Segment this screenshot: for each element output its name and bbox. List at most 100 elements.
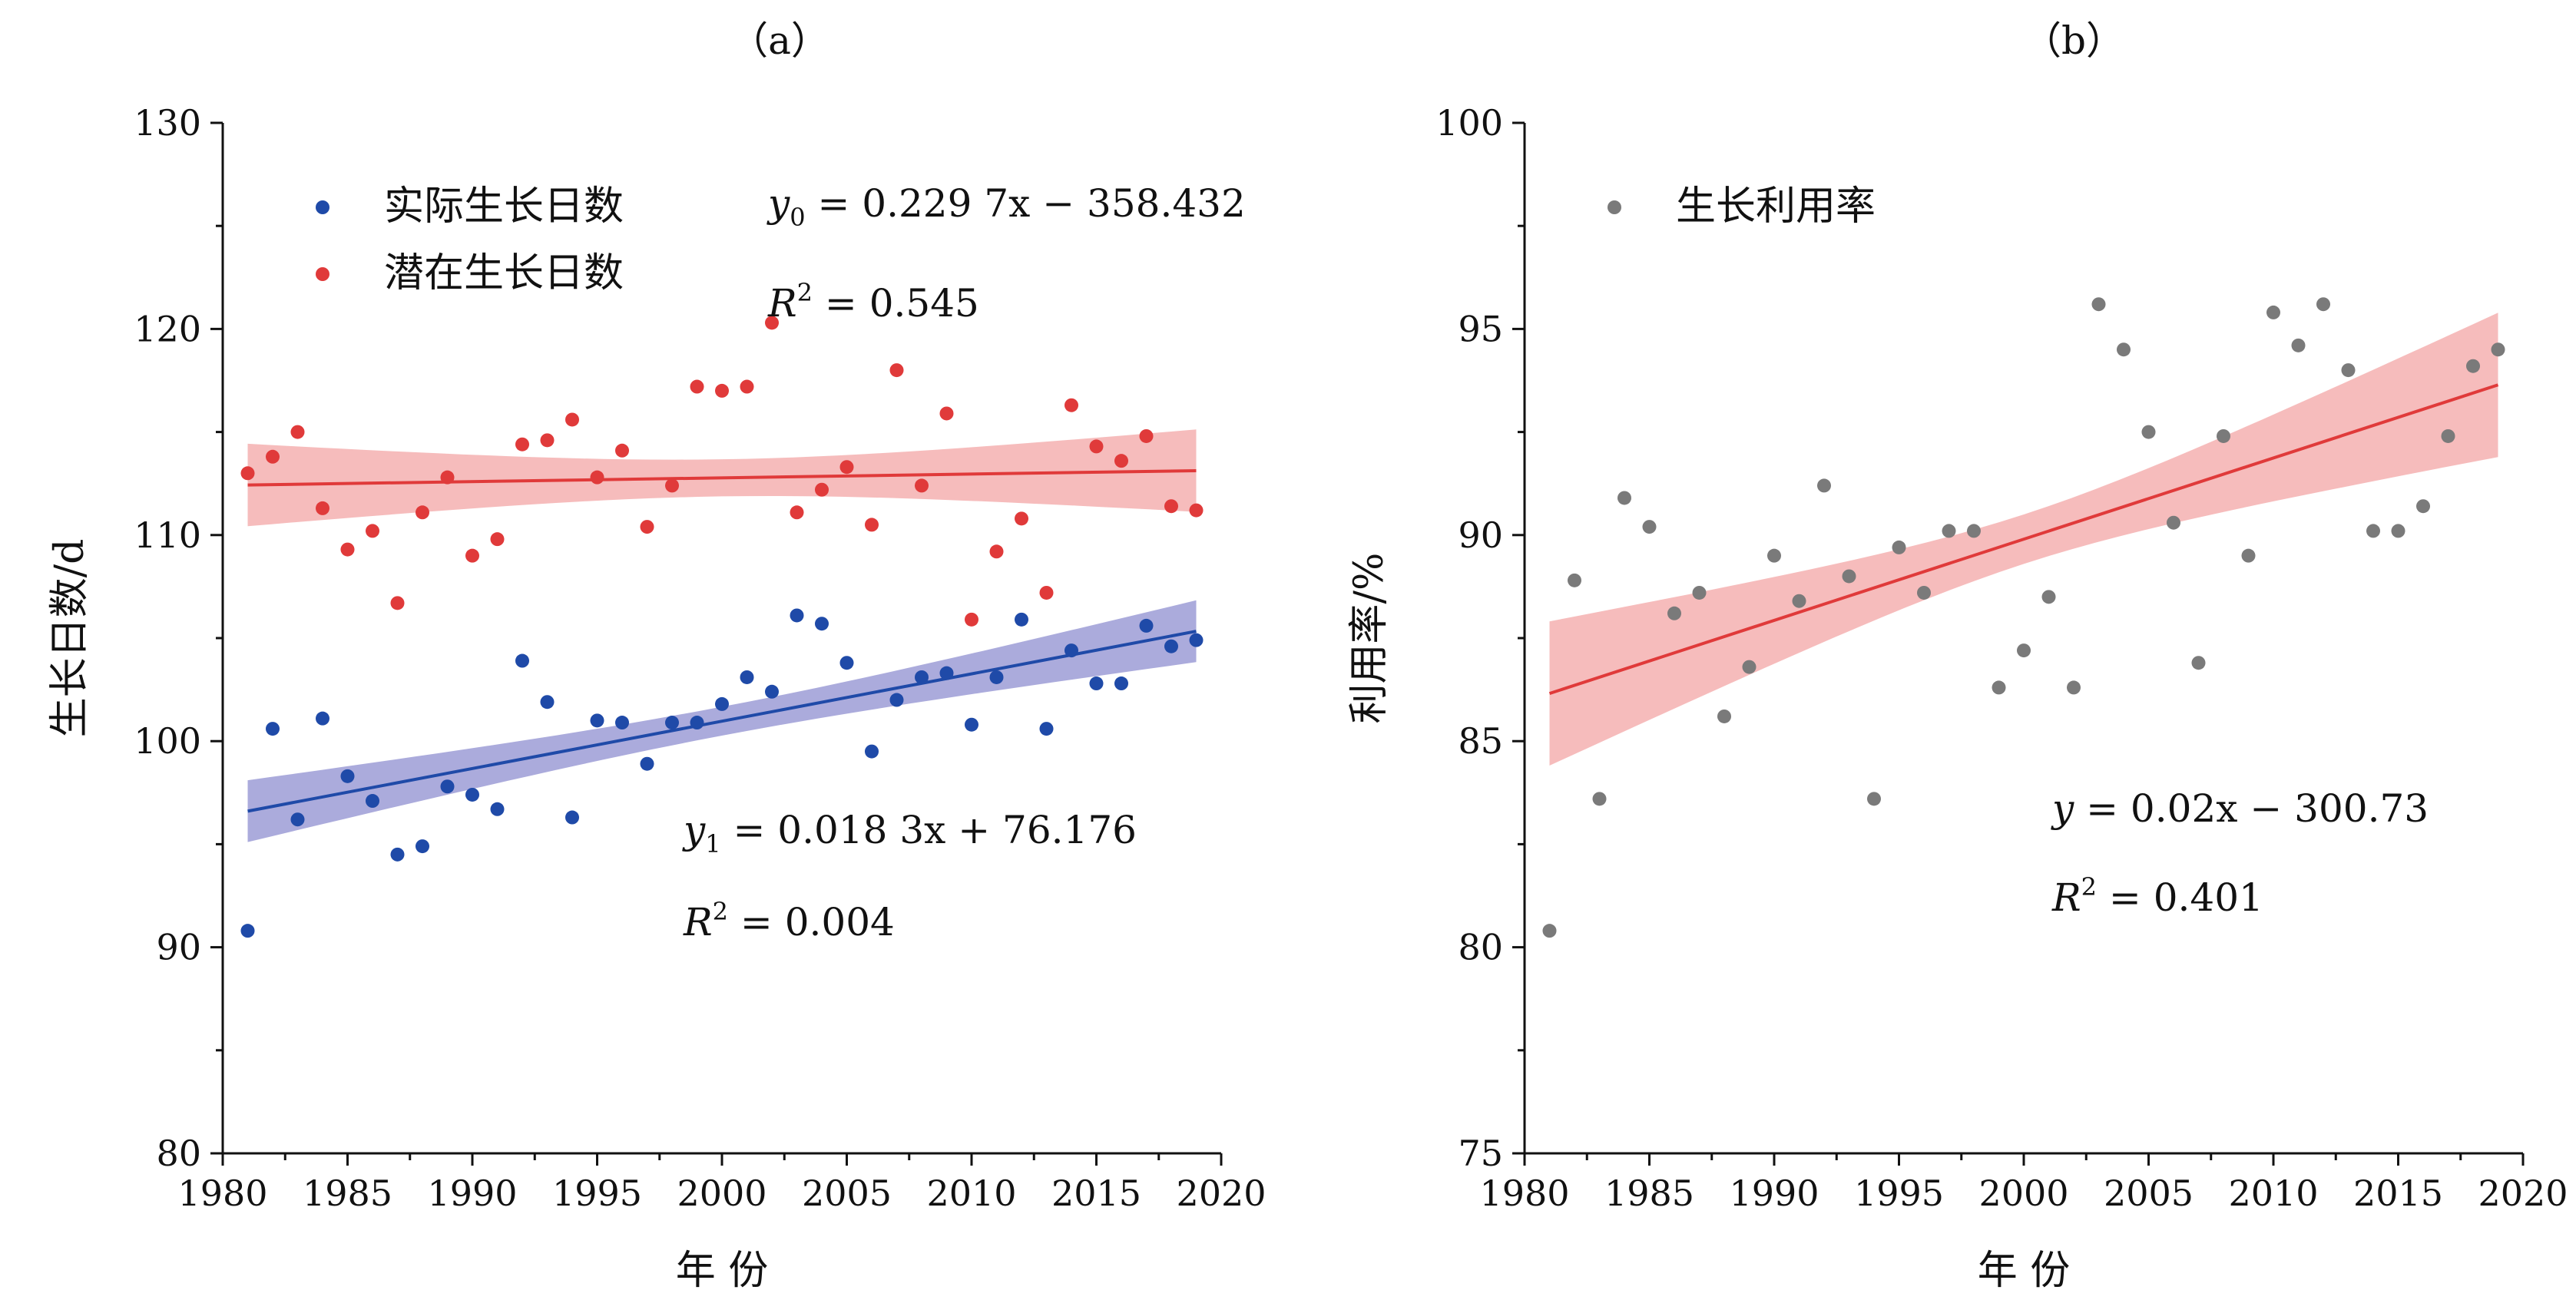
x-tick-label-5: 2005 bbox=[2104, 1173, 2194, 1214]
data-point-1-5 bbox=[366, 524, 379, 538]
r-squared-0: R2 = 0.545 bbox=[767, 278, 979, 326]
legend-label-0: 实际生长日数 bbox=[384, 184, 624, 230]
data-point-0-12 bbox=[540, 695, 555, 710]
x-tick-label-4: 2000 bbox=[677, 1173, 767, 1214]
data-point-0-1 bbox=[266, 722, 280, 736]
data-point-0-27 bbox=[915, 670, 929, 684]
data-point-0-5 bbox=[366, 794, 379, 809]
data-point-0-16 bbox=[1942, 524, 1956, 538]
data-point-0-33 bbox=[1065, 643, 1078, 658]
y-tick-label-0: 80 bbox=[156, 1133, 201, 1174]
data-point-0-18 bbox=[1992, 680, 2006, 695]
panel-a: （a） 1980 1985 1990 1995 2000 2005 2010 2015 2020 8… bbox=[47, 18, 1266, 1294]
r-squared-0: R2 = 0.401 bbox=[2051, 872, 2263, 920]
panel-label: （b） bbox=[2023, 18, 2124, 63]
x-tick-label-8: 2020 bbox=[1176, 1173, 1266, 1214]
r-squared-symbol: R bbox=[2051, 875, 2081, 920]
data-point-0-35 bbox=[2416, 499, 2430, 514]
data-point-0-6 bbox=[390, 847, 405, 862]
data-point-0-2 bbox=[290, 812, 305, 827]
data-point-0-4 bbox=[340, 769, 355, 783]
data-point-1-4 bbox=[340, 542, 355, 557]
data-point-0-28 bbox=[939, 666, 954, 680]
data-point-1-27 bbox=[915, 478, 929, 493]
fit-line-1 bbox=[247, 468, 1197, 487]
data-point-0-14 bbox=[590, 713, 604, 728]
data-point-0-24 bbox=[839, 656, 854, 670]
x-tick-label-0: 1980 bbox=[1479, 1173, 1569, 1214]
y-tick-label-4: 120 bbox=[134, 308, 201, 349]
data-point-0-30 bbox=[2291, 338, 2306, 352]
data-point-1-24 bbox=[839, 460, 854, 475]
data-point-0-13 bbox=[1867, 792, 1881, 806]
data-point-0-24 bbox=[2141, 425, 2156, 439]
data-point-1-14 bbox=[590, 470, 604, 485]
x-tick-label-0: 1980 bbox=[177, 1173, 267, 1214]
y-axis-label: 生长日数/d bbox=[47, 539, 93, 738]
legend-marker-0 bbox=[1608, 200, 1621, 214]
x-tick-label-4: 2000 bbox=[1978, 1173, 2068, 1214]
panel-label: （a） bbox=[730, 18, 829, 63]
r-squared-superscript: 2 bbox=[2081, 872, 2097, 901]
r-squared-value: = 0.401 bbox=[2097, 875, 2263, 920]
data-point-0-12 bbox=[1842, 569, 1856, 584]
x-axis-label: 年 份 bbox=[1978, 1248, 2071, 1294]
regression-equation-0: y0 = 0.229 7x − 358.432 bbox=[767, 181, 1246, 232]
data-point-0-29 bbox=[965, 717, 978, 732]
x-tick-label-3: 1995 bbox=[1854, 1173, 1944, 1214]
data-point-0-25 bbox=[2167, 515, 2180, 530]
data-point-0-36 bbox=[1139, 618, 1154, 633]
data-point-0-29 bbox=[2266, 305, 2280, 319]
data-point-0-32 bbox=[2341, 363, 2356, 378]
data-point-1-7 bbox=[416, 505, 429, 520]
x-tick-label-1: 1985 bbox=[303, 1173, 392, 1214]
equation-subscript: 0 bbox=[790, 203, 805, 232]
data-point-0-13 bbox=[565, 810, 579, 825]
data-point-0-22 bbox=[790, 608, 804, 623]
data-point-0-37 bbox=[1164, 639, 1178, 653]
equation-variable: y bbox=[2051, 786, 2074, 831]
data-point-0-9 bbox=[465, 787, 479, 802]
data-point-1-28 bbox=[939, 406, 954, 421]
data-point-0-8 bbox=[1742, 660, 1757, 674]
r-squared-value: = 0.004 bbox=[728, 900, 895, 944]
y-tick-label-1: 80 bbox=[1458, 927, 1503, 968]
data-point-0-11 bbox=[1817, 478, 1831, 493]
regression-equation-0: y = 0.02x − 300.73 bbox=[2051, 786, 2429, 831]
data-point-0-33 bbox=[2366, 524, 2380, 538]
data-point-1-1 bbox=[266, 449, 280, 464]
data-point-1-29 bbox=[965, 612, 978, 627]
data-point-1-30 bbox=[989, 544, 1004, 559]
data-point-1-37 bbox=[1164, 499, 1178, 514]
x-axis-label: 年 份 bbox=[676, 1248, 769, 1294]
data-point-1-13 bbox=[565, 412, 579, 427]
data-point-1-10 bbox=[490, 532, 505, 547]
data-point-1-35 bbox=[1114, 454, 1128, 468]
data-point-1-6 bbox=[390, 596, 405, 610]
data-point-1-23 bbox=[815, 482, 829, 497]
equation-variable: y bbox=[767, 181, 790, 226]
r-squared-superscript: 2 bbox=[713, 897, 728, 926]
data-point-0-8 bbox=[440, 779, 455, 794]
data-point-0-4 bbox=[1642, 520, 1657, 534]
data-point-0-19 bbox=[2017, 643, 2031, 658]
data-point-1-18 bbox=[690, 379, 704, 394]
equation-variable: y bbox=[682, 808, 706, 852]
equation-rhs: = 0.229 7x − 358.432 bbox=[806, 181, 1246, 226]
data-point-1-9 bbox=[465, 548, 479, 563]
r-squared-symbol: R bbox=[767, 281, 797, 326]
data-point-0-23 bbox=[815, 617, 829, 631]
data-point-0-23 bbox=[2117, 342, 2131, 357]
legend-label-0: 生长利用率 bbox=[1676, 184, 1876, 230]
data-point-1-8 bbox=[440, 470, 455, 485]
data-point-0-30 bbox=[989, 670, 1004, 684]
data-point-0-38 bbox=[2491, 342, 2505, 357]
data-point-1-11 bbox=[515, 437, 529, 452]
x-tick-label-3: 1995 bbox=[552, 1173, 642, 1214]
data-point-1-19 bbox=[715, 383, 729, 398]
fit-line-0 bbox=[247, 630, 1197, 813]
x-tick-label-8: 2020 bbox=[2478, 1173, 2568, 1214]
data-point-1-15 bbox=[615, 443, 629, 458]
data-point-0-0 bbox=[1542, 924, 1557, 938]
